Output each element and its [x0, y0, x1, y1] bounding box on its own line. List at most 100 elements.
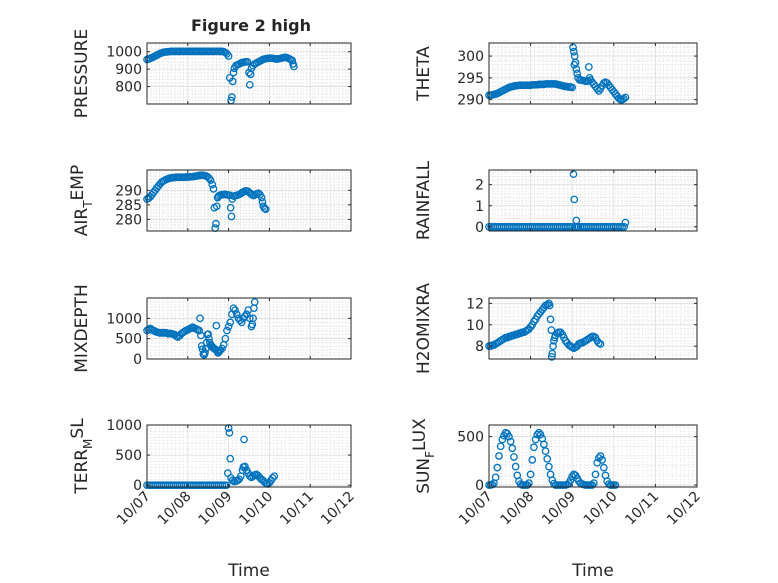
y-tick-label: 0	[133, 352, 142, 368]
data-point	[225, 428, 234, 437]
data-point	[547, 326, 556, 334]
axes-box	[488, 297, 698, 360]
subplot-8: 0 500 10/07 10/08 10/09 10/10 10/11 10/12 Time SU…	[410, 418, 704, 581]
data-point	[569, 43, 577, 52]
data-point	[540, 440, 548, 449]
data-point	[205, 174, 213, 182]
data-point	[221, 334, 230, 343]
data-point	[493, 463, 502, 472]
x-axis-label: Time	[227, 561, 270, 581]
x-tick-label: 10/12	[318, 489, 358, 529]
data-point	[568, 472, 577, 481]
data-point	[226, 203, 235, 212]
data-point	[584, 63, 593, 71]
data-point	[511, 462, 520, 471]
y-tick-label: 8	[475, 339, 484, 355]
y-tick-label: 500	[457, 430, 484, 446]
data-point	[212, 202, 221, 211]
data-point	[209, 185, 218, 193]
y-tick-label: 1000	[106, 311, 142, 327]
data-point	[268, 474, 277, 482]
data-point	[508, 444, 517, 453]
y-tick-label: 290	[457, 93, 484, 109]
subplot-2: 290 295 300 THETA	[414, 42, 698, 109]
axes-box	[488, 42, 698, 105]
data-point	[228, 93, 236, 101]
y-tick-label: 500	[115, 448, 142, 464]
data-point	[528, 456, 537, 464]
subplot-7: 0 500 1000 10/07 10/08 10/09 10/10 10/11 10/12 Ti…	[68, 418, 358, 581]
y-axis-label: SUNFLUX	[410, 418, 437, 494]
y-axis-label: H2OMIXRA	[414, 283, 434, 374]
x-tick-label: 10/12	[664, 489, 704, 529]
data-point	[598, 456, 607, 464]
data-point	[195, 326, 204, 335]
y-tick-label: 2	[475, 178, 484, 194]
y-tick-label: 1000	[106, 418, 142, 434]
data-point	[224, 322, 233, 331]
data-point	[568, 83, 577, 92]
y-axis-label: THETA	[414, 46, 434, 102]
data-point	[212, 219, 220, 228]
y-tick-label: 0	[133, 478, 142, 494]
x-tick-label: 10/07	[114, 489, 154, 529]
y-axis-label: MIXDEPTH	[72, 284, 92, 373]
y-tick-label: 1	[475, 199, 484, 215]
data-point	[546, 315, 555, 324]
data-point	[506, 437, 515, 446]
data-point	[231, 306, 239, 315]
data-point	[257, 193, 266, 202]
figure-title: Figure 2 high	[191, 16, 311, 35]
x-tick-label: 10/08	[498, 489, 538, 529]
data-point	[290, 62, 298, 71]
data-point	[570, 195, 579, 204]
data-point	[250, 298, 259, 306]
data-point	[547, 353, 556, 361]
y-axis-label: RAINFALL	[414, 160, 434, 240]
data-point	[533, 430, 542, 439]
axes-box	[146, 297, 352, 360]
data-point	[498, 435, 507, 444]
data-point	[496, 442, 505, 451]
y-tick-label: 295	[457, 71, 484, 87]
axes-box	[146, 169, 352, 232]
data-point	[196, 314, 204, 323]
y-tick-label: 1000	[106, 45, 142, 61]
data-point	[566, 476, 575, 485]
data-point	[589, 479, 598, 487]
data-point	[218, 344, 226, 353]
data-point	[599, 463, 608, 472]
data-point	[261, 205, 270, 214]
x-tick-label: 10/08	[155, 489, 195, 529]
data-point	[212, 321, 221, 330]
data-point	[260, 204, 269, 213]
y-axis-label-subscript: T	[81, 200, 95, 209]
data-point	[205, 334, 213, 343]
axes-box	[488, 424, 698, 488]
data-point	[621, 218, 630, 227]
y-axis-label-subscript: M	[81, 439, 95, 449]
data-point	[525, 479, 533, 487]
axes-box	[146, 42, 352, 105]
data-point	[201, 349, 209, 357]
data-point	[572, 65, 581, 73]
data-point	[204, 330, 213, 339]
scatter-series	[143, 47, 298, 105]
data-point	[240, 435, 248, 444]
data-point	[243, 57, 252, 66]
data-point	[611, 481, 620, 489]
data-point	[224, 52, 233, 60]
y-axis-label-subscript: F	[423, 451, 437, 458]
y-axis-label-main: AIR	[72, 208, 92, 237]
y-tick-label: 10	[466, 318, 484, 334]
data-point	[588, 481, 597, 489]
y-tick-label: 800	[115, 80, 142, 96]
data-point	[556, 328, 565, 337]
y-axis-label-rest: LUX	[410, 418, 430, 451]
y-tick-label: 285	[115, 198, 142, 214]
data-point	[225, 191, 234, 200]
data-point	[495, 452, 503, 460]
data-point	[226, 318, 235, 327]
